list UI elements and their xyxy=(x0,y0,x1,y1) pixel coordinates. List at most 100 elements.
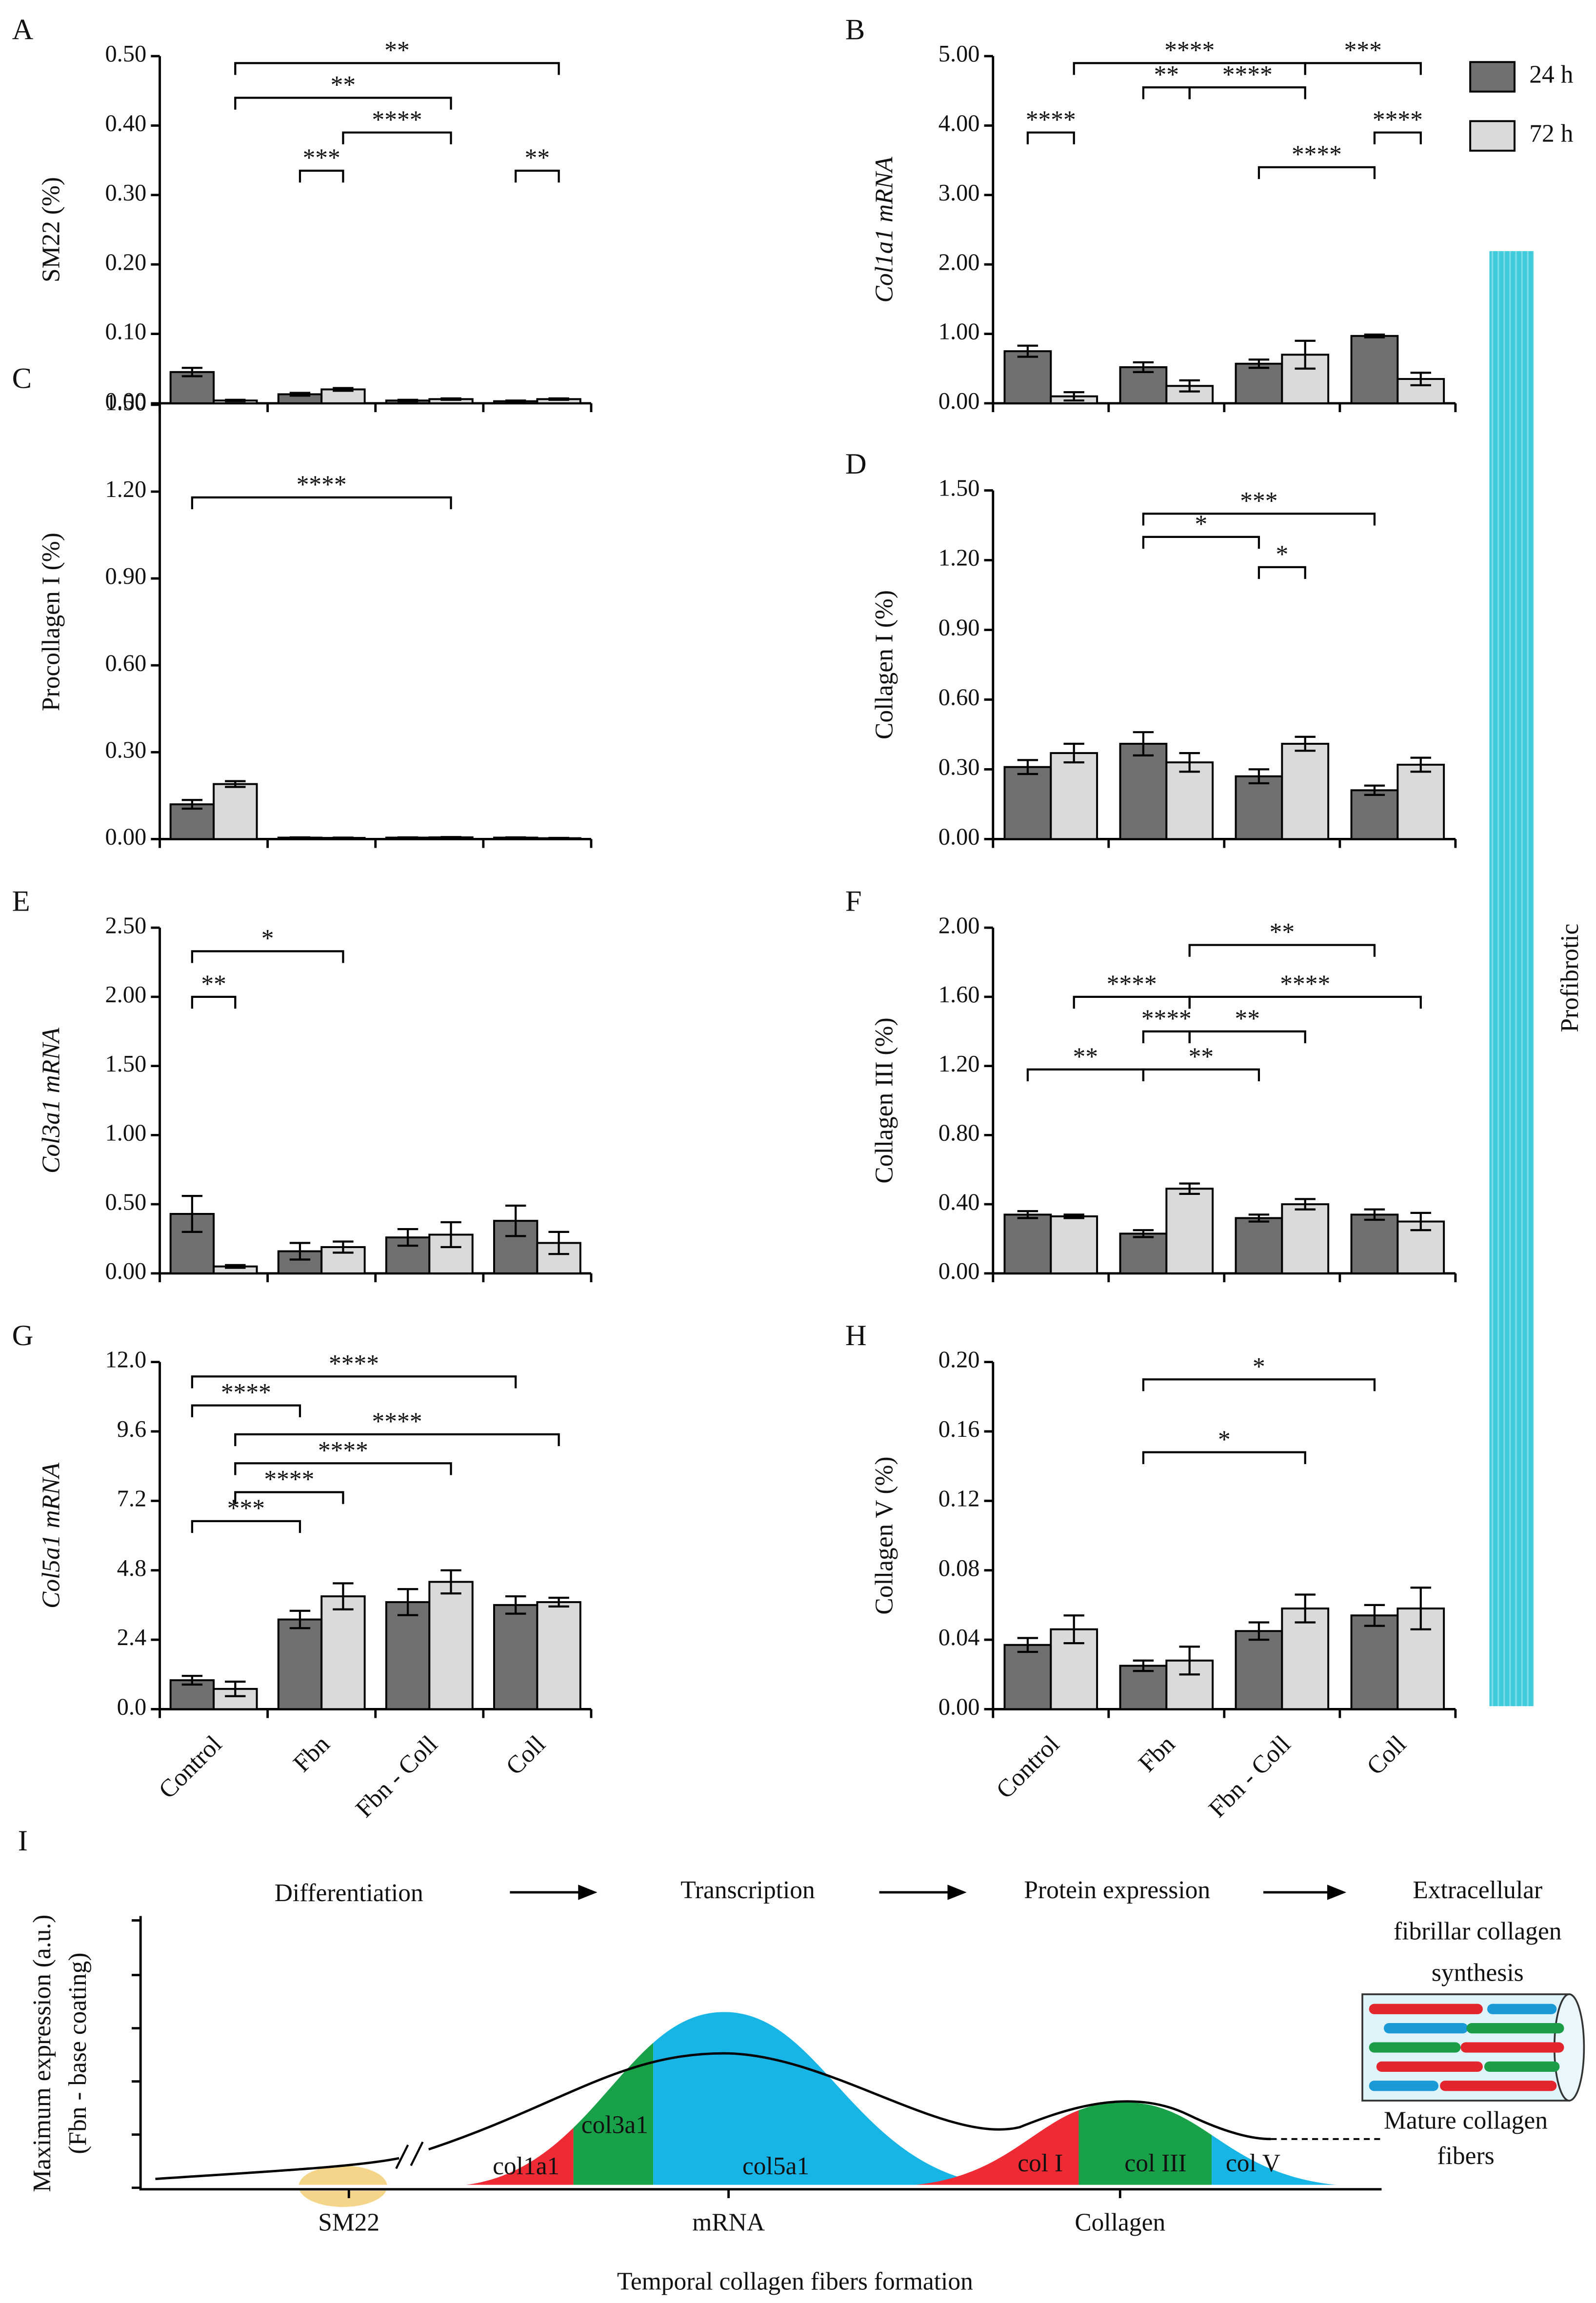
error-bar xyxy=(333,1582,354,1610)
y-label: (Fbn - base coating) xyxy=(64,1953,92,2154)
significance-label: **** xyxy=(372,106,422,134)
y-tick-label: 0.20 xyxy=(105,249,146,275)
error-bar xyxy=(440,397,461,401)
significance-bracket xyxy=(1188,1030,1306,1043)
y-tick-label: 0.20 xyxy=(938,1347,980,1373)
region-label: col1a1 xyxy=(493,2152,559,2180)
y-tick-label: 0.00 xyxy=(105,824,146,850)
significance-bracket xyxy=(1142,1030,1191,1043)
error-bar xyxy=(333,1240,354,1254)
error-bar xyxy=(1179,752,1200,773)
x-tick-label: Control xyxy=(991,1730,1065,1805)
y-tick-label: 1.50 xyxy=(105,390,146,416)
error-bar xyxy=(1410,372,1431,386)
error-bar xyxy=(397,398,419,402)
bar xyxy=(1350,1213,1399,1274)
error-bar xyxy=(1364,333,1385,338)
bar xyxy=(1003,1213,1052,1274)
error-bar xyxy=(505,399,526,403)
y-tick-label: 2.00 xyxy=(105,982,146,1008)
error-bar xyxy=(1248,768,1270,785)
error-bar xyxy=(225,1680,246,1697)
y-tick-label: 2.00 xyxy=(938,249,980,275)
y-tick-label: 2.00 xyxy=(938,913,980,938)
significance-label: **** xyxy=(264,1466,314,1493)
fiber-label: fibers xyxy=(1437,2142,1494,2170)
error-bar xyxy=(1179,1646,1200,1676)
y-tick-label: 12.0 xyxy=(105,1347,146,1373)
bar xyxy=(1165,761,1214,840)
significance-bracket xyxy=(1026,131,1075,144)
y-tick-label: 2.4 xyxy=(117,1625,147,1650)
significance-label: **** xyxy=(1107,970,1157,998)
significance-label: ** xyxy=(201,970,226,998)
x-tick-label: Fbn xyxy=(288,1730,335,1778)
significance-bracket xyxy=(1142,513,1376,526)
bar xyxy=(169,371,215,404)
error-bar xyxy=(1063,742,1084,764)
panel-label: D xyxy=(845,448,867,480)
error-bar xyxy=(505,836,526,839)
y-tick-label: 1.60 xyxy=(938,982,980,1008)
significance-label: ** xyxy=(525,144,550,172)
y-tick-label: 3.00 xyxy=(938,180,980,206)
error-bar xyxy=(1017,1637,1038,1653)
significance-label: **** xyxy=(1373,106,1423,134)
significance-bracket xyxy=(1304,62,1422,75)
panel-label: G xyxy=(12,1319,34,1352)
bar xyxy=(1350,335,1399,404)
bar xyxy=(536,1601,581,1710)
significance-bracket xyxy=(1257,566,1306,579)
y-tick-label: 0.40 xyxy=(105,111,146,137)
error-bar xyxy=(289,1609,311,1629)
error-bar xyxy=(225,398,246,402)
y-label: Collagen III (%) xyxy=(871,1017,898,1183)
y-tick-label: 0.08 xyxy=(938,1555,980,1581)
significance-label: * xyxy=(1253,1353,1265,1381)
y-tick-label: 0.40 xyxy=(938,1189,980,1215)
bar xyxy=(1165,1188,1214,1274)
y-tick-label: 9.6 xyxy=(117,1416,147,1442)
significance-label: **** xyxy=(1280,970,1330,998)
region-label: col3a1 xyxy=(581,2111,648,2139)
significance-label: **** xyxy=(221,1379,271,1407)
diagram-axes xyxy=(131,1916,1382,2198)
x-tick-label: Coll xyxy=(1361,1730,1412,1781)
significance-bracket xyxy=(191,1404,301,1417)
y-tick-label: 0.30 xyxy=(938,754,980,780)
panel-label: I xyxy=(18,1825,28,1857)
significance-bracket xyxy=(1142,1068,1260,1081)
significance-bracket xyxy=(1142,1378,1376,1391)
significance-bracket xyxy=(234,97,452,110)
significance-bracket xyxy=(1142,86,1191,99)
y-tick-label: 0.60 xyxy=(105,650,146,676)
error-bar xyxy=(1133,361,1154,373)
significance-label: ** xyxy=(1235,1005,1259,1032)
error-bar xyxy=(1017,759,1038,775)
y-label: Col5a1 mRNA xyxy=(37,1463,65,1608)
error-bar xyxy=(1248,1213,1270,1223)
error-bar xyxy=(181,367,203,377)
x-tick-label: Fbn xyxy=(1133,1730,1180,1778)
error-bar xyxy=(1179,379,1200,393)
significance-bracket xyxy=(515,169,560,183)
error-bar xyxy=(1364,1208,1385,1221)
error-bar xyxy=(333,836,354,839)
profibrotic-bar xyxy=(1489,251,1534,1707)
y-tick-label: 0.00 xyxy=(938,824,980,850)
y-label: SM22 (%) xyxy=(37,177,65,282)
error-bar xyxy=(1295,1593,1316,1624)
significance-label: *** xyxy=(303,144,340,172)
significance-bracket xyxy=(234,1462,452,1475)
error-bar xyxy=(505,1204,526,1237)
significance-bracket xyxy=(191,950,344,963)
error-bar xyxy=(181,1195,203,1233)
panel-label: E xyxy=(12,885,30,918)
bar xyxy=(1396,763,1445,840)
bar xyxy=(1235,775,1283,840)
significance-bracket xyxy=(191,1520,301,1533)
significance-label: ** xyxy=(1154,61,1179,89)
significance-bracket xyxy=(1257,166,1376,179)
significance-bracket xyxy=(234,62,560,75)
